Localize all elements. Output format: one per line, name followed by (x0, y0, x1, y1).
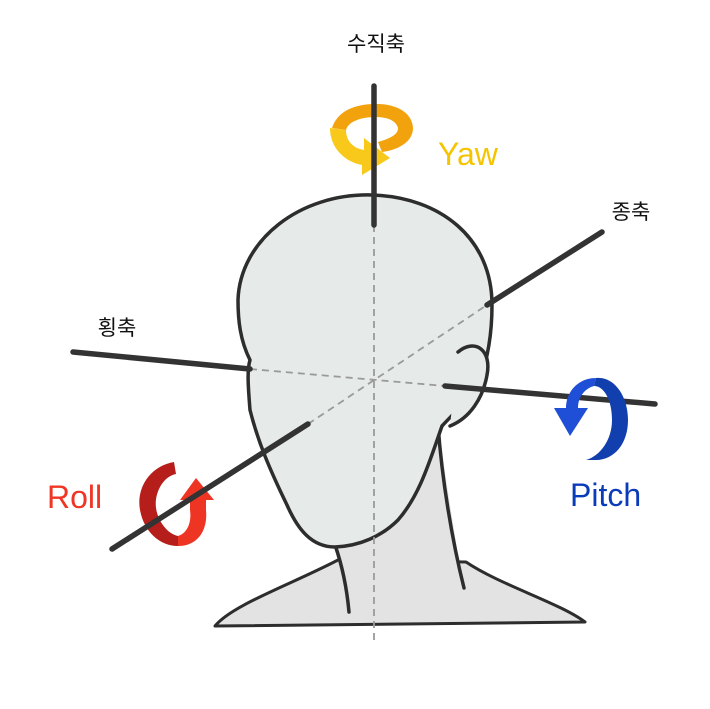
head (236, 193, 494, 549)
pitch-label: Pitch (570, 477, 641, 513)
neck-outline-left (333, 543, 351, 614)
vertical-axis-label: 수직축 (347, 32, 405, 56)
longitudinal-axis-label: 종축 (612, 200, 651, 224)
pitch-arrow-icon (554, 377, 628, 460)
neck-outline-right (436, 423, 466, 590)
longitudinal-axis-line-upper (484, 229, 605, 308)
roll-arrow-icon (139, 462, 214, 546)
yaw-label: Yaw (438, 136, 499, 172)
transverse-axis-dashed (249, 368, 446, 387)
transverse-axis-line-left (70, 349, 253, 372)
longitudinal-axis-line-lower (109, 421, 311, 552)
roll-label: Roll (47, 479, 102, 515)
transverse-axis-label: 횡축 (98, 316, 137, 340)
